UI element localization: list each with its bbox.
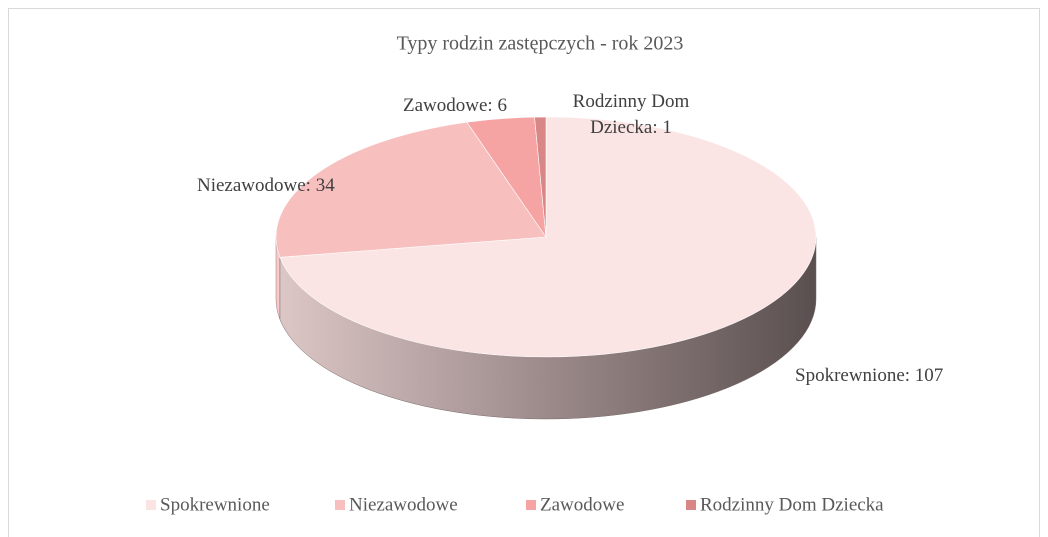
legend-label: Spokrewnione — [160, 494, 270, 515]
chart-title: Typy rodzin zastępczych - rok 2023 — [397, 33, 684, 55]
legend-label: Rodzinny Dom Dziecka — [700, 494, 884, 515]
pie-slice — [534, 116, 547, 238]
data-label: Zawodowe: 6 — [403, 95, 507, 116]
legend-marker — [335, 500, 345, 510]
legend-label: Niezawodowe — [349, 494, 458, 515]
data-label: Niezawodowe: 34 — [197, 175, 335, 196]
data-label: Spokrewnione: 107 — [795, 365, 944, 386]
legend-marker — [146, 500, 156, 510]
data-label: Rodzinny Dom Dziecka: 1 — [572, 91, 690, 138]
pie-slice — [275, 121, 547, 258]
legend-marker — [686, 500, 696, 510]
legend-marker — [526, 500, 536, 510]
legend-label: Zawodowe — [540, 494, 624, 515]
pie-slice — [279, 116, 817, 358]
